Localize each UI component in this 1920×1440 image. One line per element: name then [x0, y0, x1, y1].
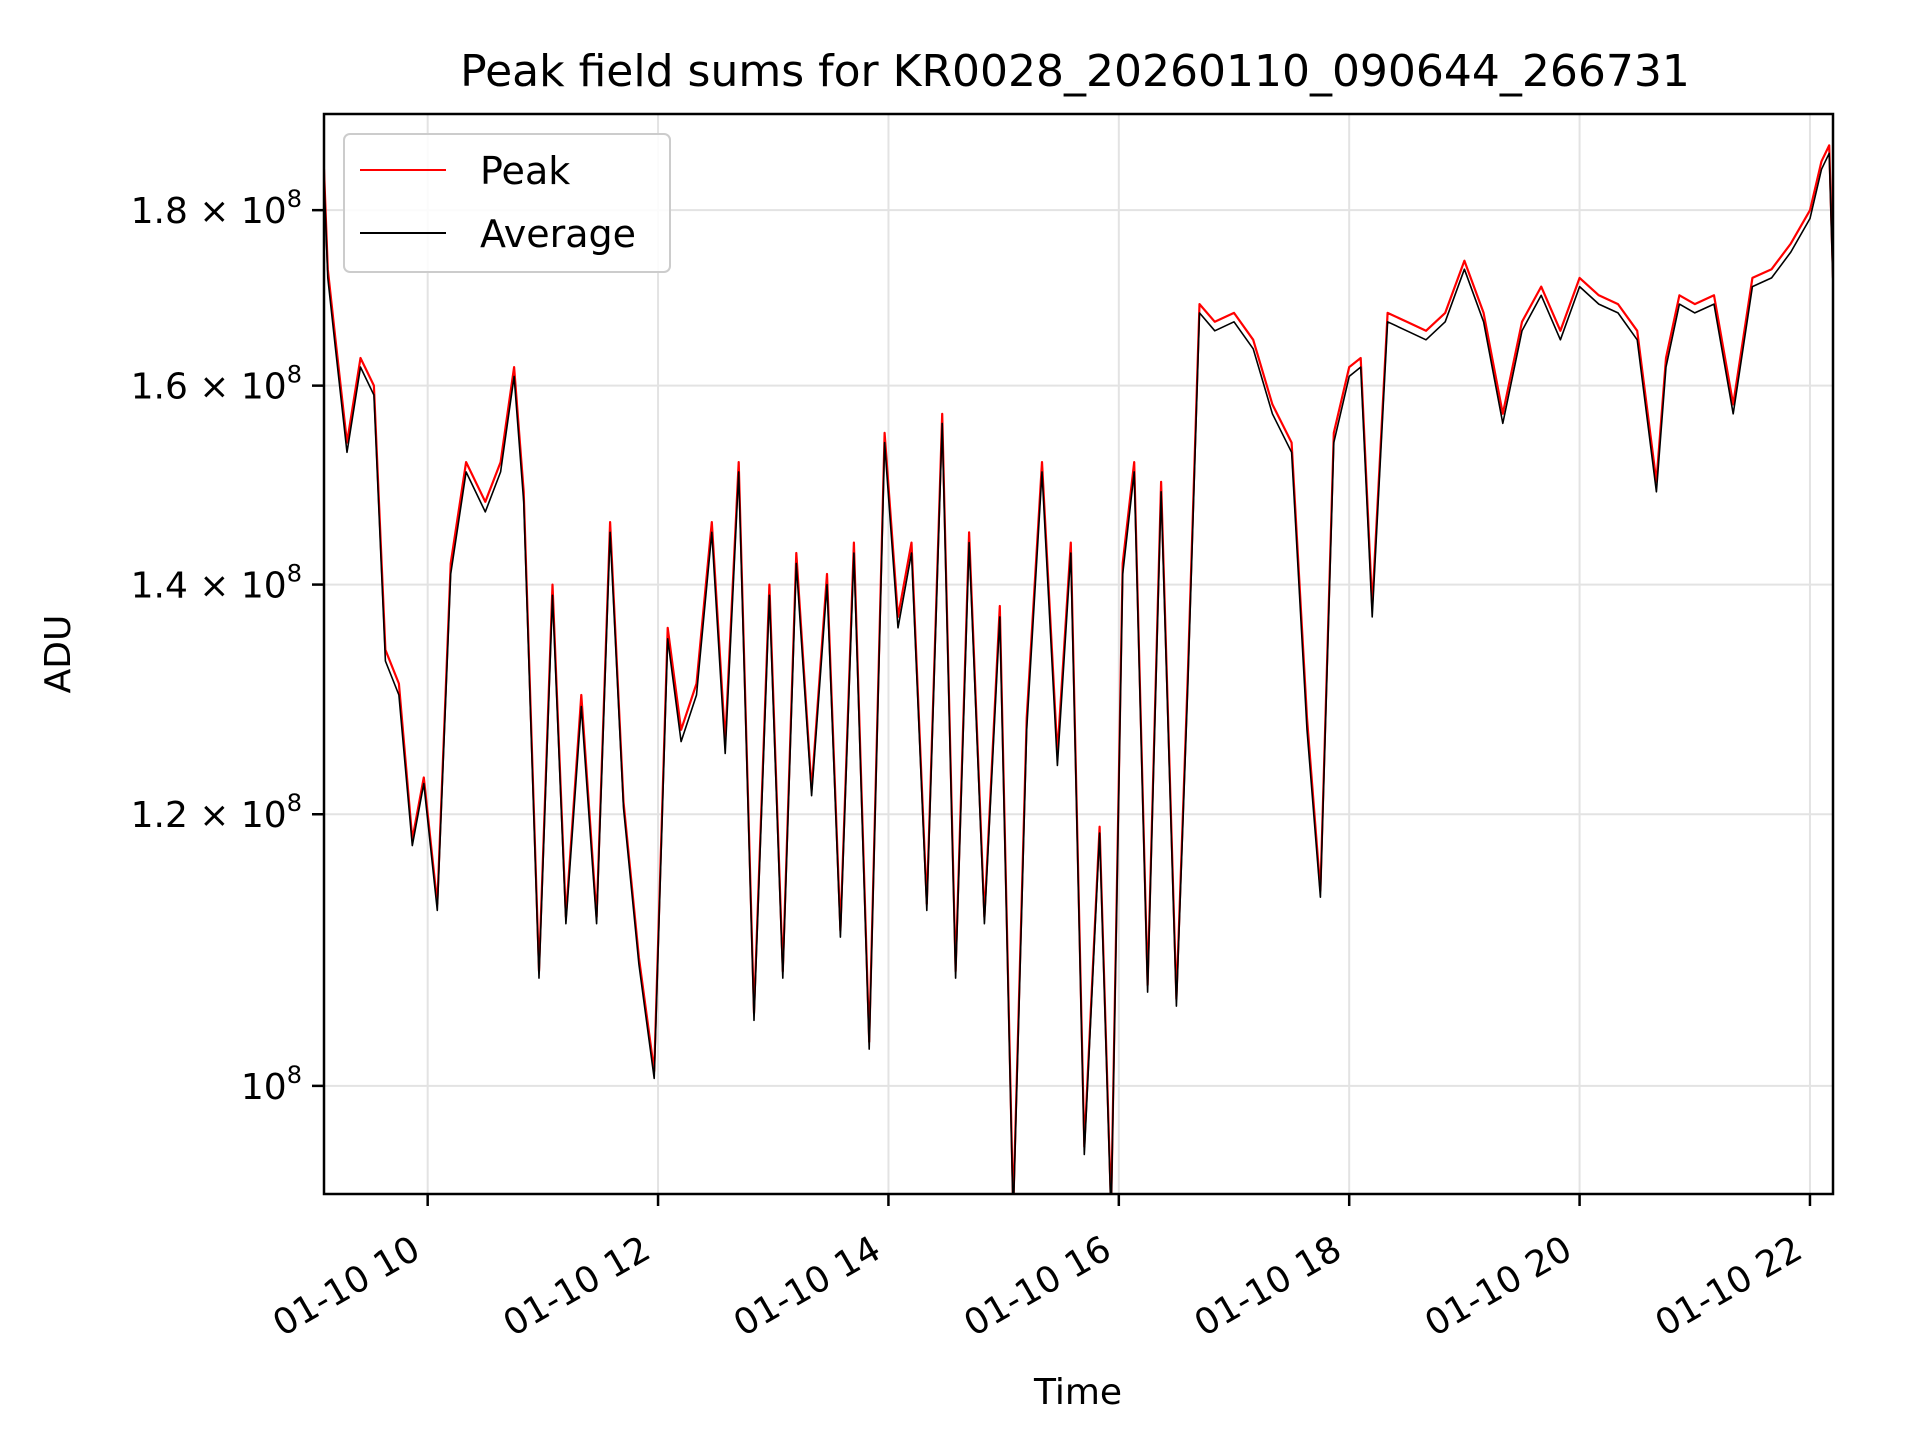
- series-line-average: [324, 152, 1833, 1194]
- y-tick-label: 1.2 × 108: [131, 789, 302, 836]
- legend-label-average: Average: [480, 212, 636, 256]
- series-lines: [324, 144, 1833, 1194]
- x-axis-label: Time: [1033, 1372, 1122, 1413]
- plot-frame: [322, 112, 1835, 1196]
- y-axis-label: ADU: [38, 615, 79, 694]
- y-axis-ticks: 108 1.2 × 108 1.4 × 108 1.6 × 108 1.8 × 108: [131, 185, 324, 1108]
- y-tick-label: 1.6 × 108: [131, 361, 302, 408]
- y-tick-label: 1.8 × 108: [131, 185, 302, 232]
- y-tick-label: 1.4 × 108: [131, 560, 302, 607]
- legend: Peak Average: [343, 133, 671, 273]
- y-tick-label: 108: [241, 1061, 302, 1108]
- legend-box: [343, 133, 671, 273]
- chart-title: Peak field sums for KR0028_20260110_0906…: [460, 46, 1690, 97]
- legend-label-peak: Peak: [480, 149, 570, 193]
